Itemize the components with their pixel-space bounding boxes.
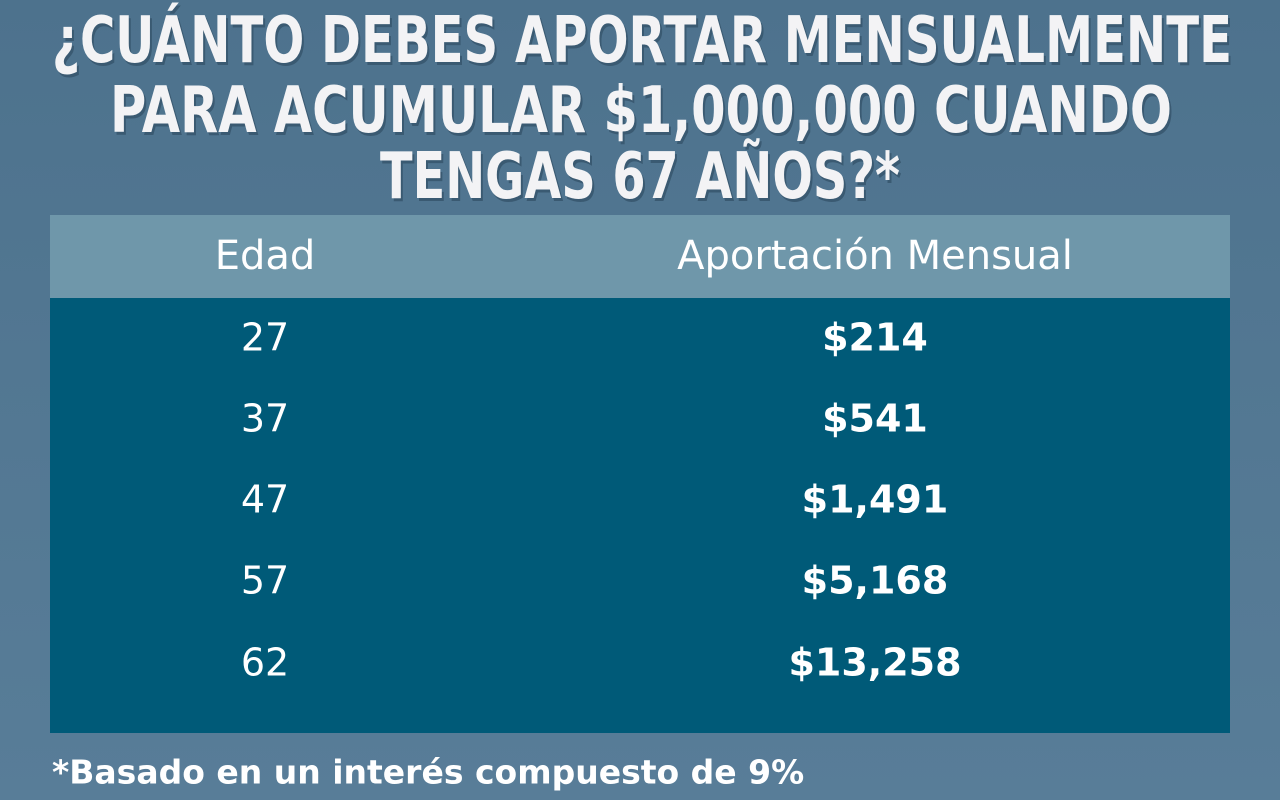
age-cell: 47 xyxy=(241,478,289,522)
title-line: TENGAS 67 AÑOS?* xyxy=(380,138,900,214)
table: Edad Aportación Mensual 27 $214 37 $541 47 $1,4… xyxy=(215,233,1073,685)
header-cell: Edad xyxy=(215,233,316,279)
header-cell: Aportación Mensual xyxy=(677,233,1073,279)
table-body-bg xyxy=(50,298,1230,733)
age-cell: 27 xyxy=(241,316,289,360)
contribution-cell: $214 xyxy=(822,316,928,360)
contribution-cell: $541 xyxy=(822,397,928,441)
table-header-bg xyxy=(50,215,1230,299)
age-cell: 62 xyxy=(241,641,289,685)
contribution-cell: $5,168 xyxy=(802,559,949,603)
title-line: ¿CUÁNTO DEBES APORTAR MENSUALMENTE xyxy=(52,2,1232,78)
age-cell: 37 xyxy=(241,397,289,441)
contribution-cell: $1,491 xyxy=(802,478,949,522)
contribution-cell: $13,258 xyxy=(788,641,961,685)
footnote: *Basado en un interés compuesto de 9% xyxy=(52,753,804,792)
age-cell: 57 xyxy=(241,559,289,603)
title: ¿CUÁNTO DEBES APORTAR MENSUALMENTEPARA A… xyxy=(52,2,1232,214)
title-line: PARA ACUMULAR $1,000,000 CUANDO xyxy=(110,74,1172,148)
